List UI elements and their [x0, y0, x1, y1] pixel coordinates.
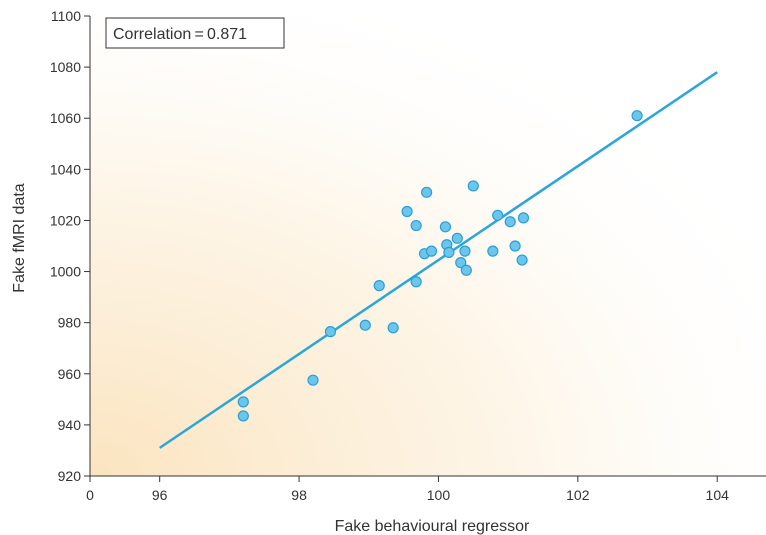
data-point	[460, 264, 472, 276]
x-tick-label: 104	[706, 487, 730, 503]
y-tick-label: 1080	[50, 59, 81, 75]
y-tick-label: 920	[58, 468, 82, 484]
x-tick-label: 96	[152, 487, 168, 503]
plot-background	[90, 16, 766, 476]
correlation-annotation: Correlation = 0.871	[105, 17, 285, 49]
data-point	[425, 245, 438, 257]
x-tick-label: 102	[566, 487, 590, 503]
fit-line-layer	[158, 71, 718, 449]
data-point	[443, 246, 455, 258]
data-point	[410, 219, 422, 232]
data-point	[509, 240, 521, 252]
x-tick-label: 0	[86, 487, 94, 503]
axes-layer	[84, 15, 766, 482]
data-point	[387, 322, 399, 334]
data-point	[631, 110, 643, 122]
data-point	[467, 180, 479, 192]
data-point	[410, 276, 422, 288]
data-point	[487, 245, 499, 257]
annotation-text: Correlation = 0.871	[113, 26, 247, 43]
points-layer	[237, 110, 643, 422]
data-point	[307, 374, 319, 386]
data-point	[324, 326, 337, 338]
data-point	[439, 221, 452, 233]
y-tick-label: 1040	[50, 161, 81, 177]
regression-line	[158, 71, 718, 449]
data-point	[373, 280, 385, 292]
annotation-box	[105, 17, 285, 49]
y-axis-title: Fake fMRI data	[11, 183, 28, 292]
x-tick-label: 98	[291, 487, 307, 503]
y-tick-label: 940	[58, 417, 82, 433]
data-point	[459, 245, 471, 257]
data-point	[492, 209, 504, 221]
data-point	[401, 205, 413, 218]
x-axis-title: Fake behavioural regressor	[335, 518, 530, 535]
data-point	[455, 257, 467, 269]
y-tick-label: 1020	[50, 212, 81, 228]
y-tick-label: 960	[58, 366, 82, 382]
data-point	[504, 216, 516, 228]
data-point	[237, 410, 249, 422]
y-tick-label: 980	[58, 315, 82, 331]
x-tick-label: 100	[427, 487, 451, 503]
tick-label-layer: 920 940 960 980 1000 1020 1040 1060 1080 1100 0 96 9…	[50, 8, 729, 503]
y-tick-label: 1100	[51, 8, 81, 24]
data-point	[237, 396, 249, 408]
y-tick-label: 1060	[50, 110, 81, 126]
data-point	[517, 212, 530, 224]
data-point	[421, 186, 433, 198]
data-point	[516, 254, 528, 266]
y-tick-label: 1000	[50, 264, 81, 280]
data-point	[359, 319, 371, 331]
data-point	[451, 232, 463, 244]
